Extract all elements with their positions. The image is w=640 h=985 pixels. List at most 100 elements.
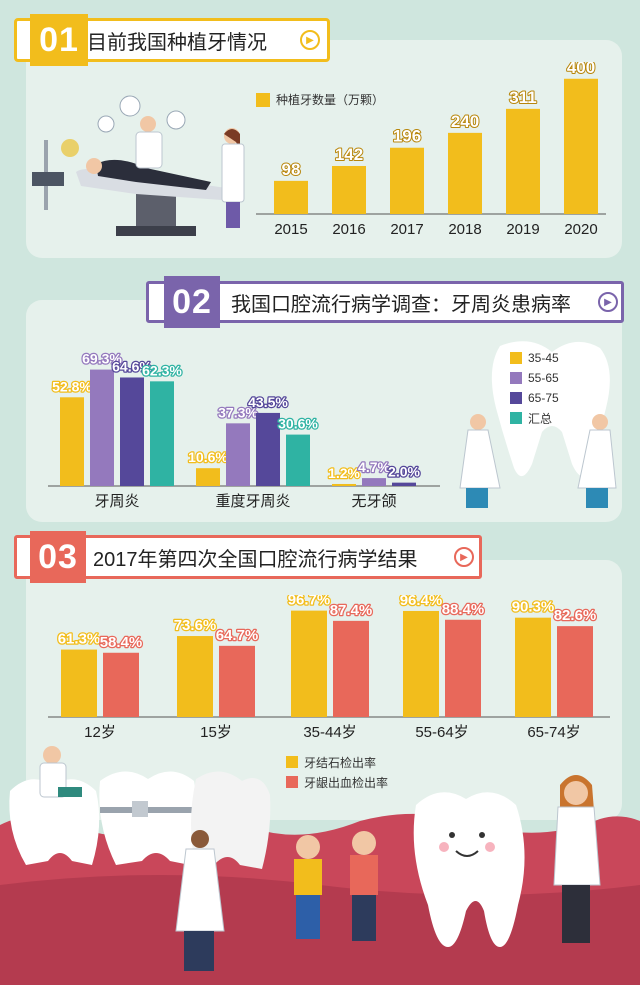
- data-label: 37.3%: [218, 404, 258, 420]
- section2-number: 02: [164, 276, 220, 328]
- x-tick-label: 2018: [448, 221, 481, 238]
- section2-header: 我国口腔流行病学调查：牙周炎患病率: [146, 281, 624, 323]
- x-tick-label: 65-74岁: [527, 724, 580, 741]
- dentist-legs: [586, 488, 608, 508]
- child-figure: [294, 835, 322, 939]
- data-label: 64.7%: [216, 627, 259, 644]
- bar: [515, 617, 551, 717]
- nurse-coat: [221, 143, 245, 203]
- nurse-legs: [226, 202, 240, 228]
- x-tick-label: 35-44岁: [303, 724, 356, 741]
- x-tick-label: 重度牙周炎: [215, 493, 290, 510]
- dentist-figure: [39, 746, 82, 798]
- section3-title: 2017年第四次全国口腔流行病学结果: [93, 548, 418, 571]
- play-icon[interactable]: ▶: [598, 292, 618, 312]
- bar: [120, 377, 144, 486]
- tooth-icon: [97, 115, 115, 133]
- mascot-eye: [449, 832, 455, 838]
- bar: [332, 483, 356, 486]
- dentist-body: [135, 131, 163, 169]
- play-icon[interactable]: ▶: [454, 547, 474, 567]
- child-figure: [350, 831, 378, 941]
- legend-item: 55-65: [510, 368, 559, 388]
- x-tick-label: 12岁: [84, 724, 116, 741]
- play-icon[interactable]: ▶: [300, 30, 320, 50]
- dentist-head: [592, 414, 608, 430]
- x-tick-label: 2020: [564, 221, 597, 238]
- x-tick-label: 2017: [390, 221, 423, 238]
- dentist-chair-scene: [32, 139, 226, 236]
- legend-swatch: [256, 92, 270, 107]
- data-label: 311: [509, 88, 536, 107]
- data-label: 58.4%: [100, 634, 143, 651]
- mascot-body: [413, 792, 525, 947]
- legend-swatch: [510, 352, 522, 364]
- bar: [448, 132, 482, 214]
- data-label: 62.3%: [142, 362, 182, 378]
- dentist-head: [140, 116, 156, 132]
- legend-swatch: [286, 756, 298, 768]
- bar: [362, 478, 386, 486]
- dentist-figure: [553, 775, 601, 943]
- dentist-figure: [135, 116, 163, 169]
- data-label: 96.7%: [288, 595, 331, 609]
- mascot-eye: [479, 832, 485, 838]
- tooth: [9, 779, 100, 865]
- section3-header: 2017年第四次全国口腔流行病学结果: [14, 535, 482, 579]
- bar: [286, 434, 310, 486]
- data-label: 2.0%: [388, 464, 420, 480]
- dentist-legs: [184, 931, 214, 971]
- dentist-figure: [577, 414, 617, 508]
- dentist-head: [564, 781, 588, 805]
- data-label: 96.4%: [400, 595, 443, 609]
- section3-number: 03: [30, 531, 86, 583]
- dentist-coat: [459, 429, 501, 489]
- section1-illustration: [32, 95, 245, 236]
- legend-item: 35-45: [510, 348, 559, 368]
- legend-label: 种植牙数量（万颗）: [276, 93, 385, 107]
- bracket: [132, 801, 148, 817]
- legend-label: 牙结石检出率: [304, 755, 377, 770]
- bar: [403, 610, 439, 717]
- data-label: 1.2%: [328, 465, 360, 481]
- legend-label: 汇总: [528, 411, 553, 426]
- data-label: 88.4%: [442, 601, 485, 618]
- child-legs: [352, 895, 376, 941]
- bar: [61, 649, 97, 717]
- data-label: 196: [393, 127, 421, 146]
- mascot-cheek: [485, 842, 495, 852]
- tooth-mascot: [413, 792, 525, 947]
- data-label: 87.4%: [330, 602, 373, 619]
- legend-item: 汇总: [510, 408, 559, 428]
- section3-legend: 牙结石检出率 牙龈出血检出率: [286, 752, 388, 792]
- bar: [564, 78, 598, 214]
- section2-title: 我国口腔流行病学调查：牙周炎患病率: [231, 293, 571, 316]
- bottom-illustration: [0, 746, 640, 985]
- legend-swatch: [510, 392, 522, 404]
- tooth-icon: [119, 95, 141, 117]
- data-label: 64.6%: [112, 358, 152, 374]
- dentist-coat: [577, 429, 617, 489]
- data-label: 4.7%: [358, 459, 390, 475]
- bar: [390, 147, 424, 214]
- data-label: 90.3%: [512, 599, 555, 616]
- tooth-icons: [97, 95, 186, 133]
- bar: [196, 468, 220, 486]
- x-tick-label: 15岁: [200, 724, 232, 741]
- bar: [274, 180, 308, 214]
- dentist-head: [43, 746, 61, 764]
- bar: [506, 108, 540, 214]
- tooth: [191, 771, 271, 869]
- x-tick-label: 2015: [274, 221, 307, 238]
- dentist-coat: [553, 806, 601, 886]
- legend-label: 55-65: [528, 371, 559, 385]
- data-label: 82.6%: [554, 607, 597, 624]
- bar: [256, 412, 280, 486]
- legend-swatch: [286, 776, 298, 788]
- legend-item: 65-75: [510, 388, 559, 408]
- data-label: 30.6%: [278, 416, 318, 432]
- section2-legend: 35-45 55-65 65-75 汇总: [510, 348, 559, 428]
- dentist-coat: [175, 848, 225, 932]
- mascot-cheek: [439, 842, 449, 852]
- tooth-icon: [166, 110, 186, 130]
